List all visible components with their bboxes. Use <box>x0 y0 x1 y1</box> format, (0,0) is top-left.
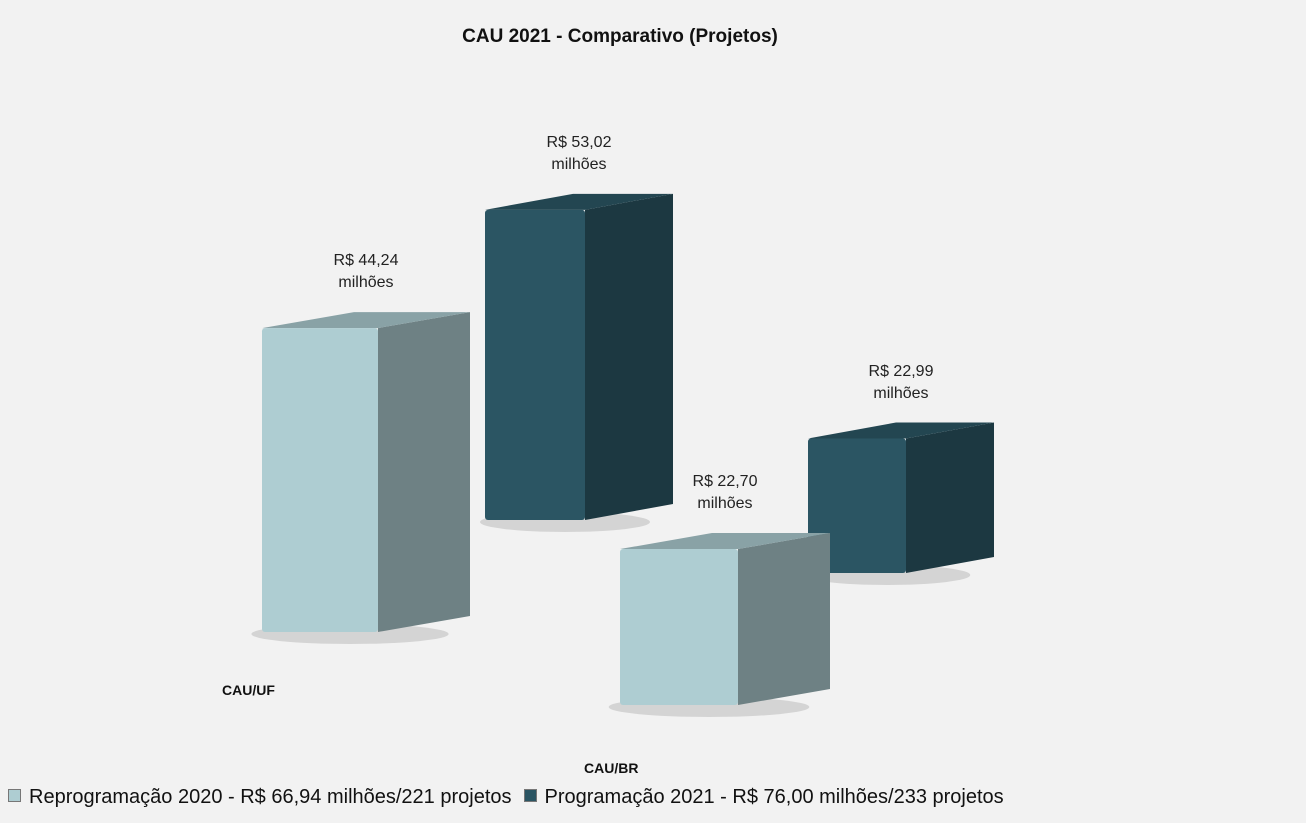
bar-top <box>620 533 830 550</box>
data-label: R$ 53,02 milhões <box>546 133 612 173</box>
bar-front <box>808 438 906 573</box>
legend-item: Reprogramação 2020 - R$ 66,94 milhões/22… <box>8 786 512 809</box>
bar <box>620 533 830 705</box>
category-label: CAU/BR <box>584 760 639 776</box>
chart-title: CAU 2021 - Comparativo (Projetos) <box>462 26 778 47</box>
bar <box>262 312 470 632</box>
bar-top <box>262 312 470 329</box>
bar <box>808 422 994 573</box>
legend-swatch <box>523 789 537 802</box>
legend-label: Reprogramação 2020 - R$ 66,94 milhões/22… <box>29 786 512 808</box>
legend-item: Programação 2021 - R$ 76,00 milhões/233 … <box>523 786 1004 809</box>
bar-front <box>485 209 585 520</box>
bar-side <box>906 422 994 573</box>
data-label: R$ 22,99 milhões <box>868 362 934 402</box>
bar-side <box>738 533 830 705</box>
bar-top <box>485 193 673 210</box>
bar-top <box>808 422 994 439</box>
bar-side <box>585 193 673 520</box>
bar-front <box>262 328 378 632</box>
bar <box>485 193 673 520</box>
data-label: R$ 22,70 milhões <box>692 473 758 513</box>
bar-side <box>378 312 470 632</box>
legend: Reprogramação 2020 - R$ 66,94 milhões/22… <box>8 786 1016 809</box>
bar-front <box>620 549 738 705</box>
data-label: R$ 44,24 milhões <box>333 252 399 292</box>
legend-swatch <box>8 789 21 802</box>
category-label: CAU/UF <box>222 682 275 698</box>
legend-label: Programação 2021 - R$ 76,00 milhões/233 … <box>544 786 1004 808</box>
